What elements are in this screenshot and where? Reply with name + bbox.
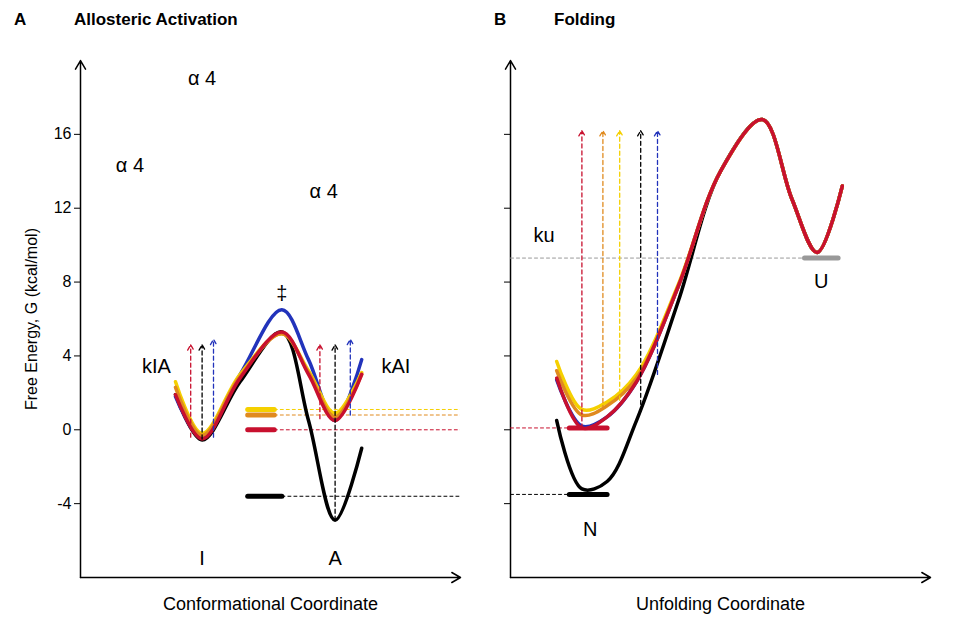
html-text:Folding: Folding xyxy=(554,10,616,29)
svg-text:kAI: kAI xyxy=(381,355,410,377)
svg-text:I: I xyxy=(199,547,205,569)
svg-text:kIA: kIA xyxy=(142,355,172,377)
svg-text:Unfolding Coordinate: Unfolding Coordinate xyxy=(636,594,805,614)
svg-text:0: 0 xyxy=(63,421,72,438)
svg-text:U: U xyxy=(814,270,828,292)
svg-text:Conformational Coordinate: Conformational Coordinate xyxy=(163,594,378,614)
svg-text:α 4: α 4 xyxy=(188,67,216,89)
svg-text:‡: ‡ xyxy=(276,282,287,304)
html-text:B: B xyxy=(494,10,507,29)
html-text:A: A xyxy=(14,10,27,29)
svg-text:12: 12 xyxy=(54,199,72,216)
svg-text:N: N xyxy=(583,518,597,540)
svg-text:16: 16 xyxy=(54,125,72,142)
svg-text:8: 8 xyxy=(63,273,72,290)
svg-text:α 4: α 4 xyxy=(116,154,144,176)
svg-text:4: 4 xyxy=(63,347,72,364)
svg-text:ku: ku xyxy=(534,224,555,246)
svg-text:-4: -4 xyxy=(57,495,71,512)
svg-text:Free Energy, G (kcal/mol): Free Energy, G (kcal/mol) xyxy=(23,228,40,410)
html-text:Allosteric Activation: Allosteric Activation xyxy=(74,10,238,29)
svg-text:A: A xyxy=(328,547,342,569)
svg-text:α 4: α 4 xyxy=(310,180,338,202)
